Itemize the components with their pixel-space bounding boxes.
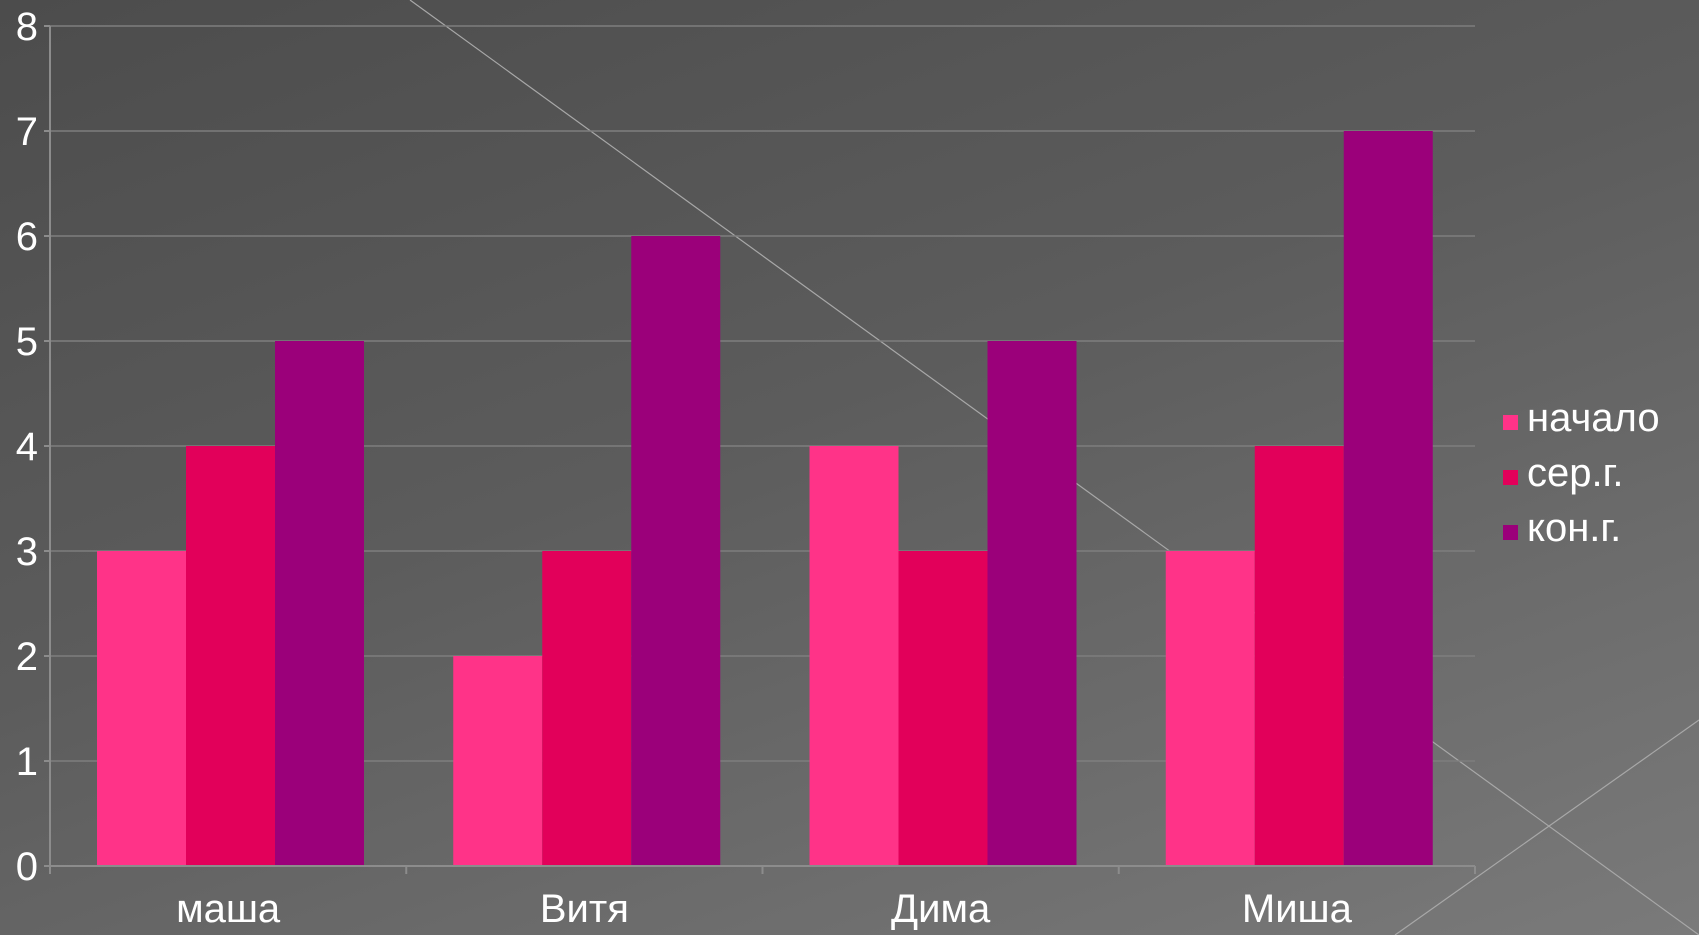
bar-2 — [542, 551, 632, 866]
legend-label: начало — [1527, 396, 1660, 440]
legend: начало сер.г. кон.г. — [1503, 396, 1660, 550]
decorative-diagonal-line — [1394, 719, 1699, 935]
legend-label: сер.г. — [1527, 451, 1623, 495]
y-tick-label: 2 — [16, 635, 38, 679]
y-tick-label: 0 — [16, 845, 38, 889]
bar-3 — [631, 236, 721, 866]
bars — [97, 131, 1433, 866]
bar-1 — [1165, 551, 1255, 866]
bar-3 — [1343, 131, 1433, 866]
legend-swatch — [1503, 470, 1518, 485]
x-category-label: Витя — [540, 887, 629, 931]
y-tick-label: 3 — [16, 530, 38, 574]
legend-label: кон.г. — [1527, 506, 1621, 550]
x-category-label: маша — [176, 887, 281, 931]
legend-swatch — [1503, 415, 1518, 430]
bar-3 — [275, 341, 364, 866]
y-tick-label: 8 — [16, 5, 38, 49]
legend-swatch — [1503, 525, 1518, 540]
bar-2 — [1254, 446, 1344, 866]
bar-3 — [987, 341, 1077, 866]
bar-1 — [809, 446, 899, 866]
x-category-label: Миша — [1242, 887, 1353, 931]
bar-2 — [898, 551, 988, 866]
bar-2 — [186, 446, 275, 866]
y-tick-label: 4 — [16, 425, 38, 469]
bar-1 — [97, 551, 186, 866]
y-tick-label: 7 — [16, 110, 38, 154]
bar-1 — [453, 656, 543, 866]
axes: 0 1 2 3 4 5 6 7 8 маша Витя Дима Миша — [16, 5, 1476, 931]
x-category-label: Дима — [891, 887, 991, 931]
y-tick-label: 1 — [16, 740, 38, 784]
y-tick-label: 6 — [16, 215, 38, 259]
y-tick-label: 5 — [16, 320, 38, 364]
